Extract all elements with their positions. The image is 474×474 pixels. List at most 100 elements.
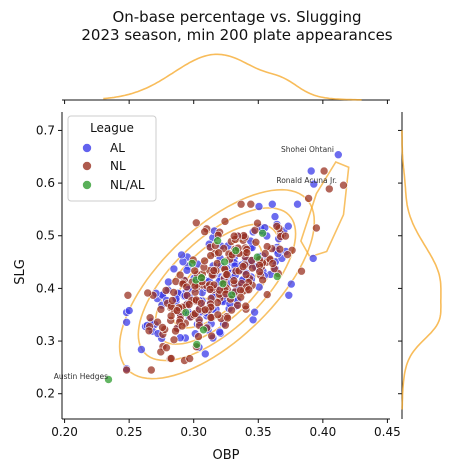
data-point-nl bbox=[209, 266, 219, 275]
data-point-nlal bbox=[272, 272, 282, 281]
data-point-nl bbox=[255, 267, 265, 277]
data-point-nl bbox=[248, 263, 257, 273]
data-point-nl bbox=[250, 226, 260, 235]
data-point-al bbox=[284, 290, 294, 300]
y-tick-label: 0.7 bbox=[36, 123, 55, 137]
data-point-nl bbox=[169, 335, 179, 345]
data-point-nl bbox=[339, 180, 348, 190]
data-point-nl bbox=[153, 317, 162, 327]
data-point-nl bbox=[158, 323, 167, 332]
data-point-nl bbox=[177, 321, 187, 331]
data-point-al bbox=[293, 199, 302, 209]
data-point-nl bbox=[212, 259, 222, 268]
data-point-nl bbox=[123, 290, 133, 300]
data-point-nlal bbox=[220, 257, 229, 267]
data-point-nl bbox=[185, 354, 194, 363]
data-point-nl bbox=[206, 251, 215, 260]
data-point-nl bbox=[260, 249, 270, 258]
top-marginal-density bbox=[62, 53, 390, 104]
data-point-nl bbox=[194, 332, 203, 341]
data-point-nl bbox=[253, 218, 262, 228]
data-point-nl bbox=[172, 306, 182, 315]
data-point-al bbox=[254, 282, 264, 292]
data-point-nl bbox=[251, 238, 261, 247]
y-axis-label: SLG bbox=[13, 259, 28, 285]
data-point-nl bbox=[144, 326, 154, 336]
data-point-nl bbox=[156, 347, 166, 357]
data-point-nl bbox=[319, 166, 329, 176]
data-point-al bbox=[201, 349, 210, 359]
data-point-nl bbox=[205, 285, 215, 294]
obp-density-curve bbox=[103, 53, 362, 101]
data-point-nl bbox=[147, 365, 156, 375]
legend-marker-al bbox=[82, 143, 92, 153]
data-point-nl bbox=[143, 288, 152, 298]
x-axis-label: OBP bbox=[213, 448, 240, 463]
data-point-al bbox=[169, 264, 179, 274]
data-point-nl bbox=[200, 227, 209, 236]
data-point-al bbox=[177, 250, 186, 260]
data-point-nl bbox=[304, 194, 313, 203]
data-point-nl bbox=[222, 270, 232, 279]
data-point-nl bbox=[272, 222, 282, 231]
legend-box bbox=[67, 115, 157, 202]
annotation-austin-hedges: Austin Hedges bbox=[54, 372, 108, 381]
data-point-al bbox=[270, 212, 280, 221]
data-point-nl bbox=[262, 290, 272, 299]
data-point-al bbox=[137, 345, 146, 354]
data-point-nl bbox=[190, 266, 199, 276]
data-point-al bbox=[124, 306, 134, 315]
data-point-nl bbox=[268, 259, 278, 268]
data-point-nl bbox=[283, 250, 292, 259]
data-point-al bbox=[164, 277, 173, 287]
x-tick-label: 0.20 bbox=[51, 425, 78, 439]
data-point-nlal bbox=[252, 252, 262, 262]
x-tick-label: 0.25 bbox=[116, 425, 143, 439]
slg-density-curve bbox=[401, 130, 442, 410]
data-point-nlal bbox=[192, 340, 202, 349]
data-point-al bbox=[250, 307, 259, 317]
data-point-al bbox=[309, 179, 319, 189]
data-point-nl bbox=[220, 217, 230, 226]
data-point-al bbox=[283, 221, 293, 231]
data-point-nl bbox=[156, 305, 166, 314]
data-point-nl bbox=[227, 305, 236, 315]
y-tick-label: 0.6 bbox=[36, 176, 55, 190]
data-point-nl bbox=[213, 310, 223, 320]
data-point-al bbox=[333, 150, 343, 159]
data-point-nl bbox=[236, 292, 245, 302]
legend-marker-nl bbox=[82, 161, 92, 171]
data-point-nlal bbox=[231, 246, 241, 255]
chart-title-line1: On-base percentage vs. Slugging bbox=[112, 8, 361, 26]
y-tick-label: 0.3 bbox=[36, 334, 55, 348]
kde-contour bbox=[118, 188, 316, 380]
data-point-nlal bbox=[213, 236, 222, 245]
data-point-nl bbox=[324, 184, 334, 194]
data-point-nl bbox=[275, 244, 285, 254]
data-point-nl bbox=[166, 311, 176, 321]
data-point-nl bbox=[200, 256, 209, 266]
data-point-nl bbox=[221, 320, 230, 330]
data-point-nlal bbox=[187, 258, 197, 268]
scatter-points bbox=[104, 150, 348, 384]
data-point-al bbox=[215, 327, 224, 337]
data-point-nlal bbox=[199, 325, 208, 335]
data-point-nl bbox=[297, 266, 306, 276]
data-point-nl bbox=[168, 296, 177, 305]
legend-title: League bbox=[90, 121, 134, 135]
main-axes bbox=[61, 112, 390, 420]
data-point-nl bbox=[145, 313, 155, 323]
data-point-nl bbox=[169, 288, 178, 297]
data-point-nl bbox=[229, 276, 239, 285]
data-point-nl bbox=[236, 199, 246, 209]
annotation-shohei-ohtani: Shohei Ohtani bbox=[281, 145, 334, 154]
data-point-nl bbox=[246, 199, 256, 209]
data-point-al bbox=[254, 202, 264, 211]
data-point-nlal bbox=[181, 308, 191, 317]
data-point-nl bbox=[161, 286, 171, 295]
data-point-nl bbox=[122, 365, 131, 375]
data-point-al bbox=[306, 166, 316, 176]
data-point-nl bbox=[312, 223, 321, 233]
